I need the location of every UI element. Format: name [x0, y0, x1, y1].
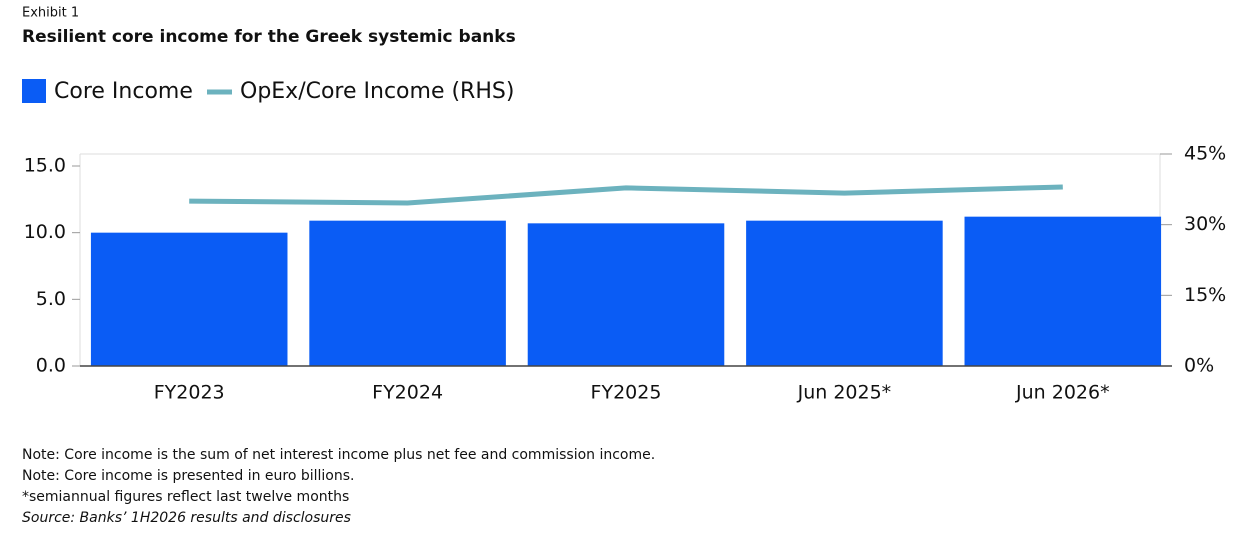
note: Note: Core income is the sum of net inte…: [22, 447, 655, 463]
legend-label: OpEx/Core Income (RHS): [240, 79, 514, 104]
x-tick-label: Jun 2025*: [797, 382, 892, 404]
x-tick-label: FY2024: [372, 382, 443, 404]
exhibit-label: Exhibit 1: [22, 6, 79, 21]
x-tick-label: FY2023: [154, 382, 225, 404]
y2-tick-label: 45%: [1184, 143, 1226, 165]
bar: [309, 220, 506, 366]
y-tick-label: 10.0: [24, 221, 66, 243]
source: Source: Banks’ 1H2026 results and disclo…: [22, 510, 351, 526]
y2-tick-label: 15%: [1184, 284, 1226, 306]
bar: [527, 223, 725, 366]
legend-label: Core Income: [54, 79, 193, 104]
x-tick-label: FY2025: [591, 382, 662, 404]
note: Note: Core income is presented in euro b…: [22, 468, 354, 484]
note: *semiannual figures reflect last twelve …: [22, 489, 349, 505]
y2-tick-label: 30%: [1184, 213, 1226, 235]
y-tick-label: 0.0: [36, 355, 66, 377]
legend-swatch-bar: [22, 79, 46, 103]
bar: [964, 216, 1162, 366]
bar: [90, 232, 288, 366]
bar: [746, 220, 943, 366]
y-tick-label: 5.0: [36, 288, 66, 310]
line: [189, 184, 1063, 206]
y-tick-label: 15.0: [24, 155, 66, 177]
y2-tick-label: 0%: [1184, 355, 1214, 377]
chart-title: Resilient core income for the Greek syst…: [22, 27, 516, 47]
x-tick-label: Jun 2026*: [1015, 382, 1110, 404]
